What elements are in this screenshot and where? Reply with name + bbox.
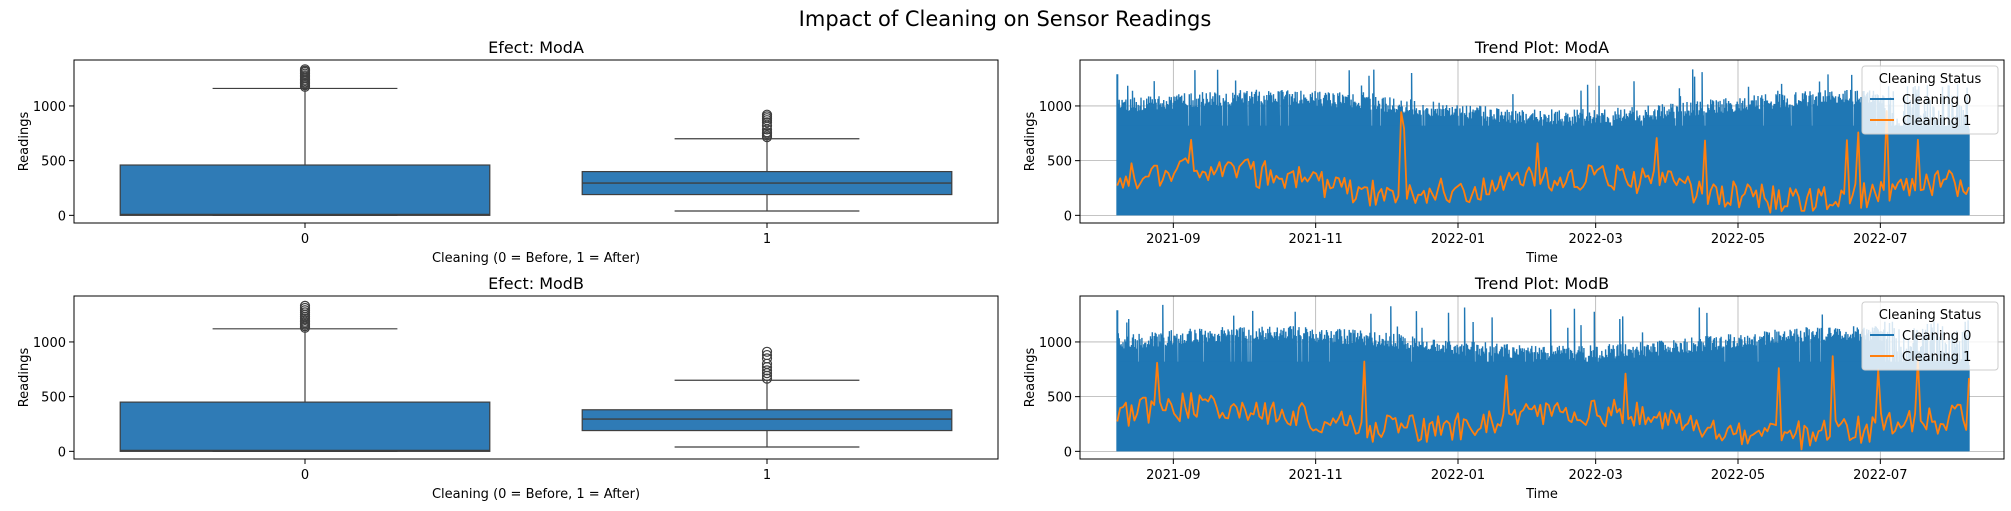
box-0 — [119, 300, 491, 452]
legend-label: Cleaning 1 — [1902, 350, 1971, 365]
x-tick-label: 2022-03 — [1569, 232, 1623, 247]
y-tick-label: 0 — [1064, 445, 1072, 460]
legend-label: Cleaning 0 — [1902, 93, 1971, 108]
y-tick-label: 500 — [41, 155, 66, 170]
legend-title: Cleaning Status — [1879, 72, 1982, 87]
y-tick-label: 0 — [1064, 209, 1072, 224]
outlier-point — [761, 353, 773, 364]
legend-label: Cleaning 0 — [1902, 329, 1971, 344]
series-cleaning-1 — [1116, 355, 1970, 451]
x-tick-label: 1 — [763, 232, 771, 247]
series-cleaning-0-band — [1117, 125, 1969, 216]
x-tick-label: 2022-03 — [1569, 468, 1623, 483]
outlier-point — [299, 64, 311, 75]
legend: Cleaning Status Cleaning 0 Cleaning 1 — [1861, 65, 1999, 135]
figure-title: Impact of Cleaning on Sensor Readings — [799, 7, 1212, 31]
chart-panel-2: Trend Plot: ModA Time Readings 0 500 1000 2021… — [1023, 38, 2005, 266]
y-tick-label: 1000 — [33, 100, 66, 115]
panel-title: Efect: ModB — [488, 274, 584, 293]
box-iqr — [119, 401, 491, 452]
y-tick-label: 1000 — [1039, 336, 1072, 351]
legend-box — [1861, 301, 1999, 371]
plot-area — [1116, 304, 1970, 452]
x-tick-label: 2022-01 — [1431, 232, 1485, 247]
chart-panel-1: Efect: ModA Cleaning (0 = Before, 1 = Aft… — [17, 38, 999, 266]
panel-title: Trend Plot: ModB — [1474, 274, 1609, 293]
x-axis-label: Time — [1525, 487, 1558, 502]
legend-box — [1861, 65, 1999, 135]
x-tick-label: 2021-09 — [1146, 468, 1200, 483]
y-axis-label: Readings — [1023, 348, 1038, 408]
outlier-point — [761, 109, 773, 120]
outlier-point — [761, 127, 773, 138]
x-tick-label: 2022-05 — [1711, 468, 1765, 483]
x-axis-label: Cleaning (0 = Before, 1 = After) — [432, 251, 640, 266]
chart-panel-4: Trend Plot: ModB Time Readings 0 500 1000 2021… — [1023, 274, 2005, 502]
y-tick-label: 500 — [1047, 391, 1072, 406]
legend-title: Cleaning Status — [1879, 308, 1982, 323]
x-tick-label: 2021-11 — [1289, 468, 1343, 483]
series-cleaning-1 — [1116, 110, 1970, 214]
box-iqr — [119, 164, 491, 216]
x-tick-label: 2022-01 — [1431, 468, 1485, 483]
y-axis-label: Readings — [17, 112, 32, 172]
box-1 — [581, 346, 953, 448]
x-tick-label: 2021-09 — [1146, 232, 1200, 247]
series-cleaning-0-band — [1117, 361, 1969, 452]
x-axis-label: Time — [1525, 251, 1558, 266]
box-0 — [119, 64, 491, 216]
y-tick-label: 1000 — [1039, 100, 1072, 115]
axes-frame — [1079, 295, 2005, 460]
x-tick-label: 0 — [301, 468, 309, 483]
legend-label: Cleaning 1 — [1902, 114, 1971, 129]
x-tick-label: 0 — [301, 232, 309, 247]
x-tick-label: 1 — [763, 468, 771, 483]
y-axis-label: Readings — [17, 348, 32, 408]
x-axis-label: Cleaning (0 = Before, 1 = After) — [432, 487, 640, 502]
outlier-point — [761, 365, 773, 376]
y-tick-label: 1000 — [33, 336, 66, 351]
y-tick-label: 0 — [58, 445, 66, 460]
y-tick-label: 500 — [41, 391, 66, 406]
x-tick-label: 2022-05 — [1711, 232, 1765, 247]
outlier-point — [761, 346, 773, 357]
chart-panel-3: Efect: ModB Cleaning (0 = Before, 1 = Aft… — [17, 274, 999, 502]
outlier-point — [761, 349, 773, 361]
y-axis-label: Readings — [1023, 112, 1038, 172]
panel-title: Trend Plot: ModA — [1474, 38, 1609, 57]
panel-title: Efect: ModA — [488, 38, 584, 57]
axes-frame — [1079, 59, 2005, 224]
y-tick-label: 0 — [58, 209, 66, 224]
axes-frame — [73, 295, 999, 460]
x-tick-label: 2021-11 — [1289, 232, 1343, 247]
x-tick-label: 2022-07 — [1853, 232, 1907, 247]
outlier-point — [299, 300, 311, 311]
x-tick-label: 2022-07 — [1853, 468, 1907, 483]
box-iqr — [581, 409, 953, 432]
plot-area — [1116, 69, 1970, 216]
axes-frame — [73, 59, 999, 224]
y-tick-label: 500 — [1047, 155, 1072, 170]
box-1 — [581, 109, 953, 212]
legend: Cleaning Status Cleaning 0 Cleaning 1 — [1861, 301, 1999, 371]
outlier-point — [761, 373, 773, 384]
